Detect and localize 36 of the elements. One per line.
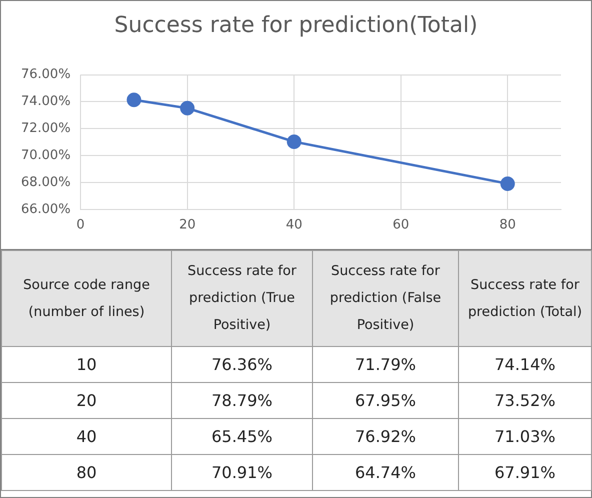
data-label: 74.14%: [458, 346, 592, 382]
y-tick-label: 68.00%: [20, 174, 71, 190]
y-tick-label: 74.00%: [20, 94, 71, 110]
data-label: 78.79%: [172, 382, 312, 418]
data-label: 67.95%: [312, 382, 458, 418]
data-label: 71.03%: [458, 418, 592, 454]
point: [500, 176, 515, 191]
y-tick-label: 72.00%: [20, 121, 71, 136]
y-tick-label: 76.00%: [20, 67, 71, 82]
y-tick-label: 40: [2, 418, 172, 454]
point: [126, 92, 142, 108]
x-tick-label: 80: [499, 218, 516, 233]
x-tick-label: Success rate for prediction (False Positive): [312, 250, 458, 346]
data-label: 64.74%: [312, 454, 458, 490]
point: [180, 100, 195, 116]
y-tick-label: 70.00%: [20, 148, 71, 163]
y-tick-label: 66.00%: [20, 202, 71, 217]
y-tick-label: 80: [2, 454, 172, 490]
y-tick-label: 10: [2, 346, 172, 382]
chart-title: Success rate for prediction(Total): [113, 13, 479, 38]
x-tick-label: 20: [179, 218, 196, 233]
x-tick-label: Success rate for prediction (True Positive): [172, 250, 312, 346]
x-tick-label: 60: [392, 218, 410, 233]
data-label: 73.52%: [458, 382, 592, 418]
x-tick-label: 40: [286, 218, 302, 233]
data-label: 65.45%: [172, 418, 312, 454]
x-tick-label: Success rate for prediction (Total): [458, 250, 592, 346]
data-label: 67.91%: [458, 454, 592, 490]
data-label: 76.36%: [172, 346, 312, 382]
data-label: 76.92%: [312, 418, 458, 454]
y-tick-label: 20: [2, 382, 172, 418]
data-label: 71.79%: [312, 346, 458, 382]
x-tick-label: 0: [76, 218, 85, 233]
point: [286, 134, 302, 149]
data-label: 70.91%: [172, 454, 312, 490]
y-axis-title: Source code range (number of lines): [2, 250, 172, 346]
